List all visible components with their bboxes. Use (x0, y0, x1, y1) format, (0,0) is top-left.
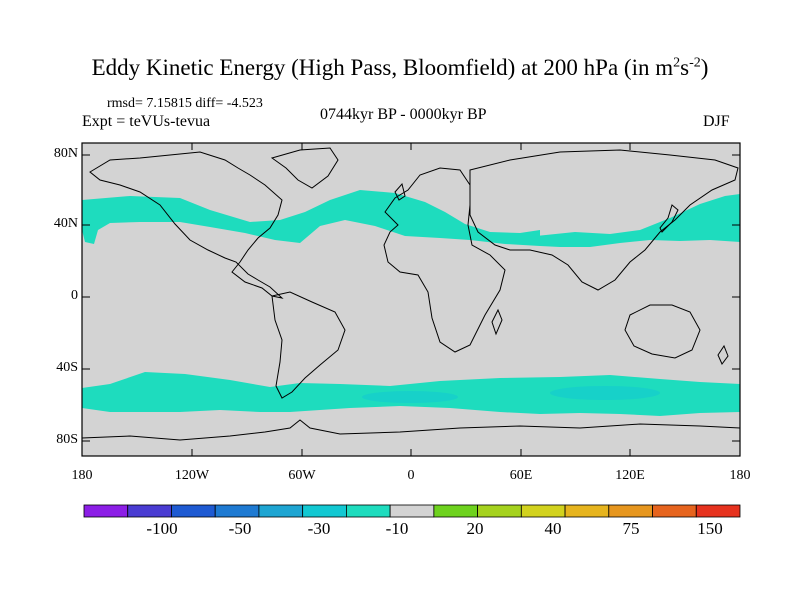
colorbar-label: 40 (544, 519, 562, 538)
lon-label: 0 (407, 468, 415, 483)
colorbar-box (83, 504, 129, 518)
colorbar-box (520, 504, 566, 518)
colorbar-box (214, 504, 260, 518)
madagascar-coast (491, 308, 503, 336)
colorbar-box (258, 504, 304, 518)
colorbar (83, 504, 741, 518)
lon-label: 120E (615, 468, 645, 483)
colorbar-box (171, 504, 216, 518)
colorbar-box (389, 504, 435, 518)
colorbar-box (433, 504, 478, 518)
colorbar-box (608, 504, 653, 518)
colorbar-label: -100 (146, 519, 178, 538)
colorbar-box (127, 504, 172, 518)
lat-label: 40S (56, 360, 78, 375)
lat-label: 80S (56, 432, 78, 447)
band-north-atlantic (82, 190, 540, 246)
lon-label: 180 (71, 468, 93, 483)
stats-line: rmsd= 7.15815 diff= -4.523 (107, 96, 263, 111)
colorbar-label: 75 (622, 519, 640, 538)
south-america-coast (271, 291, 346, 399)
colorbar-label: 20 (466, 519, 484, 538)
europe-africa-coast (383, 167, 506, 353)
colorbar-box (302, 504, 347, 518)
colorbar-label: 150 (697, 519, 723, 538)
asia-coast (469, 149, 739, 291)
lon-label: 60W (288, 468, 316, 483)
lat-label: 0 (71, 288, 78, 303)
lon-label: 180 (729, 468, 751, 483)
british-isles-coast (394, 182, 406, 201)
axis-ticks (82, 143, 740, 456)
greenland-coast (270, 147, 339, 189)
colorbar-label: -30 (307, 519, 331, 538)
colorbar-label: -10 (385, 519, 409, 538)
period-label: 0744kyr BP - 0000kyr BP (320, 106, 487, 123)
lat-label: 80N (53, 146, 78, 161)
title-text: Eddy Kinetic Energy (High Pass, Bloomfie… (91, 55, 674, 80)
lon-label: 120W (174, 468, 210, 483)
colorbar-box (564, 504, 610, 518)
new-zealand-coast (717, 344, 729, 365)
japan-coast (659, 204, 679, 233)
colorbar-box (652, 504, 697, 518)
band-north-pacific (536, 194, 740, 247)
figure-title: Eddy Kinetic Energy (High Pass, Bloomfie… (91, 55, 709, 80)
experiment-label: Expt = teVUs-tevua (82, 113, 211, 130)
north-america-coast (89, 151, 284, 299)
season-label: DJF (703, 113, 730, 130)
australia-coast (624, 304, 701, 359)
colorbar-box (345, 504, 391, 518)
colorbar-box (695, 504, 741, 518)
colorbar-box (477, 504, 522, 518)
coastlines (81, 147, 741, 441)
colorbar-label: -50 (228, 519, 252, 538)
anomaly-cores (362, 386, 660, 403)
lon-label: 60E (509, 468, 533, 483)
antarctica-coast (81, 419, 741, 441)
lat-label: 40N (53, 216, 78, 231)
